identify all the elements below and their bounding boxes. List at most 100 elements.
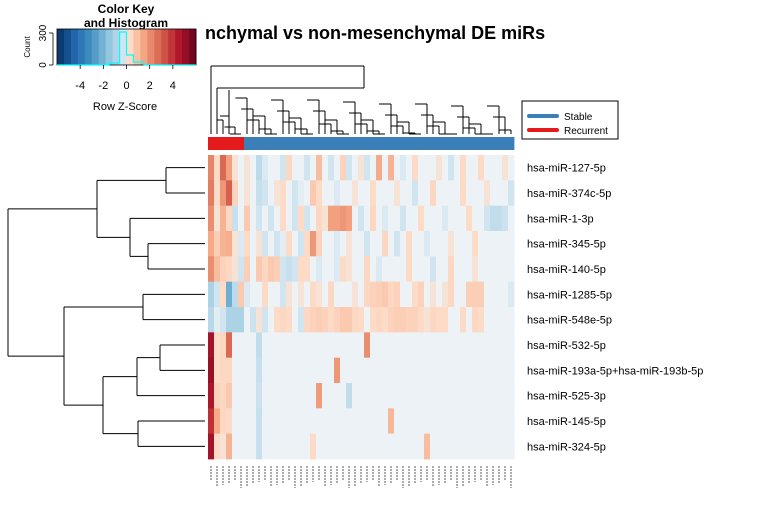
heatmap-cell (232, 205, 239, 232)
heatmap-cell (448, 357, 455, 384)
heatmap-cell (280, 357, 287, 384)
heatmap-cell (460, 357, 467, 384)
color-key-band (147, 29, 155, 65)
heatmap-cell (388, 231, 395, 257)
heatmap-cell (226, 357, 233, 384)
heatmap-cell (274, 180, 281, 207)
heatmap-cell (310, 180, 317, 207)
heatmap-cell (394, 231, 401, 257)
heatmap-cell (496, 433, 503, 460)
heatmap-cell (220, 281, 227, 308)
heatmap-cell (214, 433, 221, 460)
heatmap-cell (508, 332, 515, 359)
heatmap-cell (256, 332, 263, 359)
heatmap-cell (502, 383, 509, 409)
heatmap-cell (316, 256, 323, 283)
heatmap-cell (496, 180, 503, 207)
column-group-cell (226, 137, 233, 150)
heatmap-cell (310, 408, 317, 435)
heatmap-cell (472, 256, 479, 283)
heatmap-cell (352, 307, 359, 333)
heatmap-cell (490, 332, 497, 359)
heatmap-cell (406, 231, 413, 257)
heatmap-cell (382, 357, 389, 384)
heatmap-cell (370, 205, 377, 232)
heatmap-cell (340, 357, 347, 384)
heatmap-cell (358, 231, 365, 257)
heatmap-cell (400, 408, 407, 435)
heatmap-cell (460, 383, 467, 409)
heatmap-cell (364, 332, 371, 359)
heatmap-cell (370, 281, 377, 308)
heatmap-cell (304, 307, 311, 333)
column-group-cell (460, 137, 467, 150)
heatmap-cell (256, 281, 263, 308)
heatmap-cell (412, 205, 419, 232)
heatmap-cell (286, 332, 293, 359)
heatmap-cell (304, 383, 311, 409)
heatmap-cell (340, 155, 347, 181)
heatmap-cell (418, 256, 425, 283)
heatmap-cell (328, 408, 335, 435)
heatmap-cell (448, 383, 455, 409)
heatmap-cell (286, 231, 293, 257)
heatmap-cell (340, 307, 347, 333)
heatmap-cell (376, 180, 383, 207)
heatmap-cell (364, 256, 371, 283)
color-key-x-axis: -4 -2 0 2 4 (75, 65, 176, 92)
heatmap-cell (346, 357, 353, 384)
heatmap-cell (454, 357, 461, 384)
column-group-cell (382, 137, 389, 150)
heatmap-cell (370, 433, 377, 460)
heatmap-cell (472, 205, 479, 232)
heatmap-cell (346, 307, 353, 333)
heatmap-cell (478, 357, 485, 384)
heatmap-cell (478, 256, 485, 283)
heatmap-cell (418, 332, 425, 359)
column-group-cell (298, 137, 305, 150)
heatmap-cell (298, 307, 305, 333)
heatmap-cell (250, 408, 257, 435)
heatmap-cell (298, 256, 305, 283)
column-group-cell (400, 137, 407, 150)
heatmap-cell (460, 332, 467, 359)
heatmap-cell (214, 383, 221, 409)
column-group-cell (388, 137, 395, 150)
heatmap-cell (292, 231, 299, 257)
heatmap-cell (346, 332, 353, 359)
heatmap-cell (352, 155, 359, 181)
heatmap-cell (328, 433, 335, 460)
heatmap-cell (478, 307, 485, 333)
heatmap-cell (508, 180, 515, 207)
heatmap-cell (262, 433, 269, 460)
heatmap-cell (466, 332, 473, 359)
heatmap-cell (244, 205, 251, 232)
heatmap-cell (292, 408, 299, 435)
heatmap-cell (454, 205, 461, 232)
heatmap-cell (298, 231, 305, 257)
heatmap-cell (484, 332, 491, 359)
heatmap-cell (466, 231, 473, 257)
heatmap-cell (328, 281, 335, 308)
heatmap-cell (376, 281, 383, 308)
heatmap-cell (250, 256, 257, 283)
color-key-x-tick-label: -4 (75, 80, 85, 92)
heatmap-cell (388, 155, 395, 181)
heatmap-cell (352, 281, 359, 308)
heatmap-cell (250, 180, 257, 207)
heatmap-cell (250, 307, 257, 333)
heatmap-cell (322, 408, 329, 435)
heatmap-cell (412, 281, 419, 308)
heatmap-cell (226, 332, 233, 359)
heatmap-cell (226, 205, 233, 232)
heatmap-cell (400, 155, 407, 181)
heatmap-cell (508, 408, 515, 435)
heatmap-cell (238, 357, 245, 384)
heatmap-cell (214, 332, 221, 359)
heatmap-cell (430, 383, 437, 409)
heatmap-cell (238, 281, 245, 308)
color-key-x-tick-label: 4 (170, 80, 176, 92)
heatmap-cell (250, 332, 257, 359)
heatmap-cell (292, 383, 299, 409)
color-key-band (105, 29, 113, 65)
